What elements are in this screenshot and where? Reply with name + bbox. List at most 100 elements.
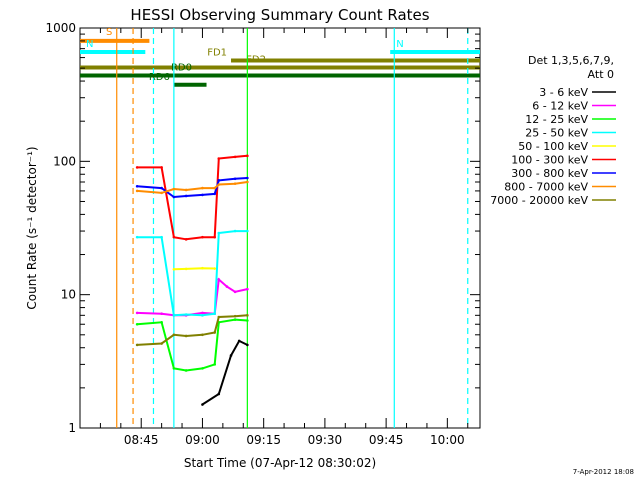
data-point: [184, 334, 188, 338]
y-axis-label: Count Rate (s⁻¹ detector⁻¹): [25, 146, 39, 309]
data-point: [160, 186, 163, 190]
state-bar-label: FD2: [246, 55, 266, 66]
data-point: [160, 191, 163, 195]
data-point: [160, 342, 163, 345]
x-axis-label: Start Time (07-Apr-12 08:30:02): [184, 456, 376, 470]
data-point: [135, 343, 139, 347]
data-point: [201, 266, 204, 270]
data-point: [201, 311, 204, 315]
legend-entry-label: 6 - 12 keV: [532, 100, 588, 113]
footer-timestamp: 7-Apr-2012 18:08: [573, 468, 634, 476]
x-tick-label: 10:00: [430, 433, 465, 447]
legend-entry-label: 12 - 25 keV: [525, 113, 588, 126]
data-point: [160, 235, 163, 239]
data-point: [135, 322, 139, 326]
state-bar-label: FD1: [207, 48, 227, 59]
data-point: [184, 238, 188, 241]
data-point: [135, 189, 139, 193]
state-bar-label: RD6: [149, 72, 170, 83]
legend-entry-label: 25 - 50 keV: [525, 127, 588, 140]
data-point: [237, 339, 241, 343]
data-point: [172, 235, 176, 239]
legend-entry-label: 300 - 800 keV: [511, 167, 588, 180]
data-point: [213, 186, 216, 190]
legend-entry-label: 100 - 300 keV: [511, 154, 588, 167]
data-point: [233, 229, 237, 233]
legend-entry-label: 50 - 100 keV: [518, 140, 588, 153]
data-point: [217, 392, 221, 396]
data-point: [201, 193, 204, 197]
x-tick-label: 09:15: [246, 433, 281, 447]
legend-entry-label: 3 - 6 keV: [539, 86, 588, 99]
series-line: [201, 339, 248, 406]
data-point: [246, 314, 249, 317]
data-point: [184, 369, 188, 372]
data-point: [201, 403, 204, 406]
data-point: [213, 235, 216, 239]
data-point: [160, 312, 163, 315]
legend-entry-label: 7000 - 20000 keV: [490, 194, 588, 207]
x-tick-label: 09:45: [369, 433, 404, 447]
x-tick-label: 09:00: [185, 433, 220, 447]
data-point: [233, 177, 237, 181]
data-point: [217, 183, 221, 186]
data-point: [135, 184, 139, 188]
data-point: [229, 354, 233, 357]
data-point: [233, 155, 237, 159]
data-point: [201, 235, 204, 239]
data-point: [246, 343, 249, 347]
data-point: [217, 179, 221, 182]
data-point: [246, 176, 249, 180]
state-bar-label: S: [106, 27, 112, 38]
data-point: [201, 367, 204, 370]
data-point: [213, 363, 216, 366]
data-point: [172, 333, 176, 337]
y-tick-label: 10: [61, 288, 76, 302]
y-tick-label: 100: [53, 154, 76, 168]
legend-entry-label: 800 - 7000 keV: [504, 181, 588, 194]
data-point: [201, 333, 204, 337]
data-point: [213, 192, 216, 196]
plot-frame: [79, 27, 481, 429]
data-point: [246, 180, 249, 184]
data-point: [233, 314, 237, 318]
data-point: [135, 311, 139, 315]
data-point: [233, 318, 237, 321]
data-point: [184, 267, 188, 271]
vertical-markers: [116, 28, 469, 428]
x-tick-label: 08:45: [124, 433, 159, 447]
data-point: [217, 278, 221, 281]
series-lines: [135, 154, 249, 406]
axes: 1 10 100 1000 08:45 09:00 09:15 09:30 09:45 10:00: [45, 21, 480, 447]
state-bar-label: N: [396, 39, 403, 50]
data-point: [160, 166, 163, 169]
data-point: [213, 331, 216, 334]
chart-title: HESSI Observing Summary Count Rates: [130, 6, 429, 24]
y-tick-label: 1000: [45, 21, 76, 35]
data-point: [213, 312, 216, 315]
data-point: [201, 314, 204, 317]
series-line: [137, 277, 248, 317]
data-point: [172, 195, 176, 199]
x-tick-label: 09:30: [308, 433, 343, 447]
data-point: [201, 186, 204, 190]
data-point: [135, 235, 139, 239]
data-point: [172, 367, 176, 370]
data-point: [217, 231, 221, 235]
data-point: [246, 229, 249, 233]
state-bar-label: RD0: [171, 63, 192, 74]
data-point: [184, 188, 188, 192]
series-line: [173, 267, 215, 271]
data-point: [172, 267, 176, 271]
data-point: [246, 319, 249, 322]
data-point: [225, 285, 229, 288]
data-point: [184, 313, 188, 316]
data-point: [217, 315, 221, 319]
series-line: [137, 154, 248, 241]
data-point: [172, 187, 176, 191]
data-point: [233, 182, 237, 185]
y-tick-label: 1: [68, 421, 76, 435]
legend-subtitle: Att 0: [588, 68, 614, 81]
